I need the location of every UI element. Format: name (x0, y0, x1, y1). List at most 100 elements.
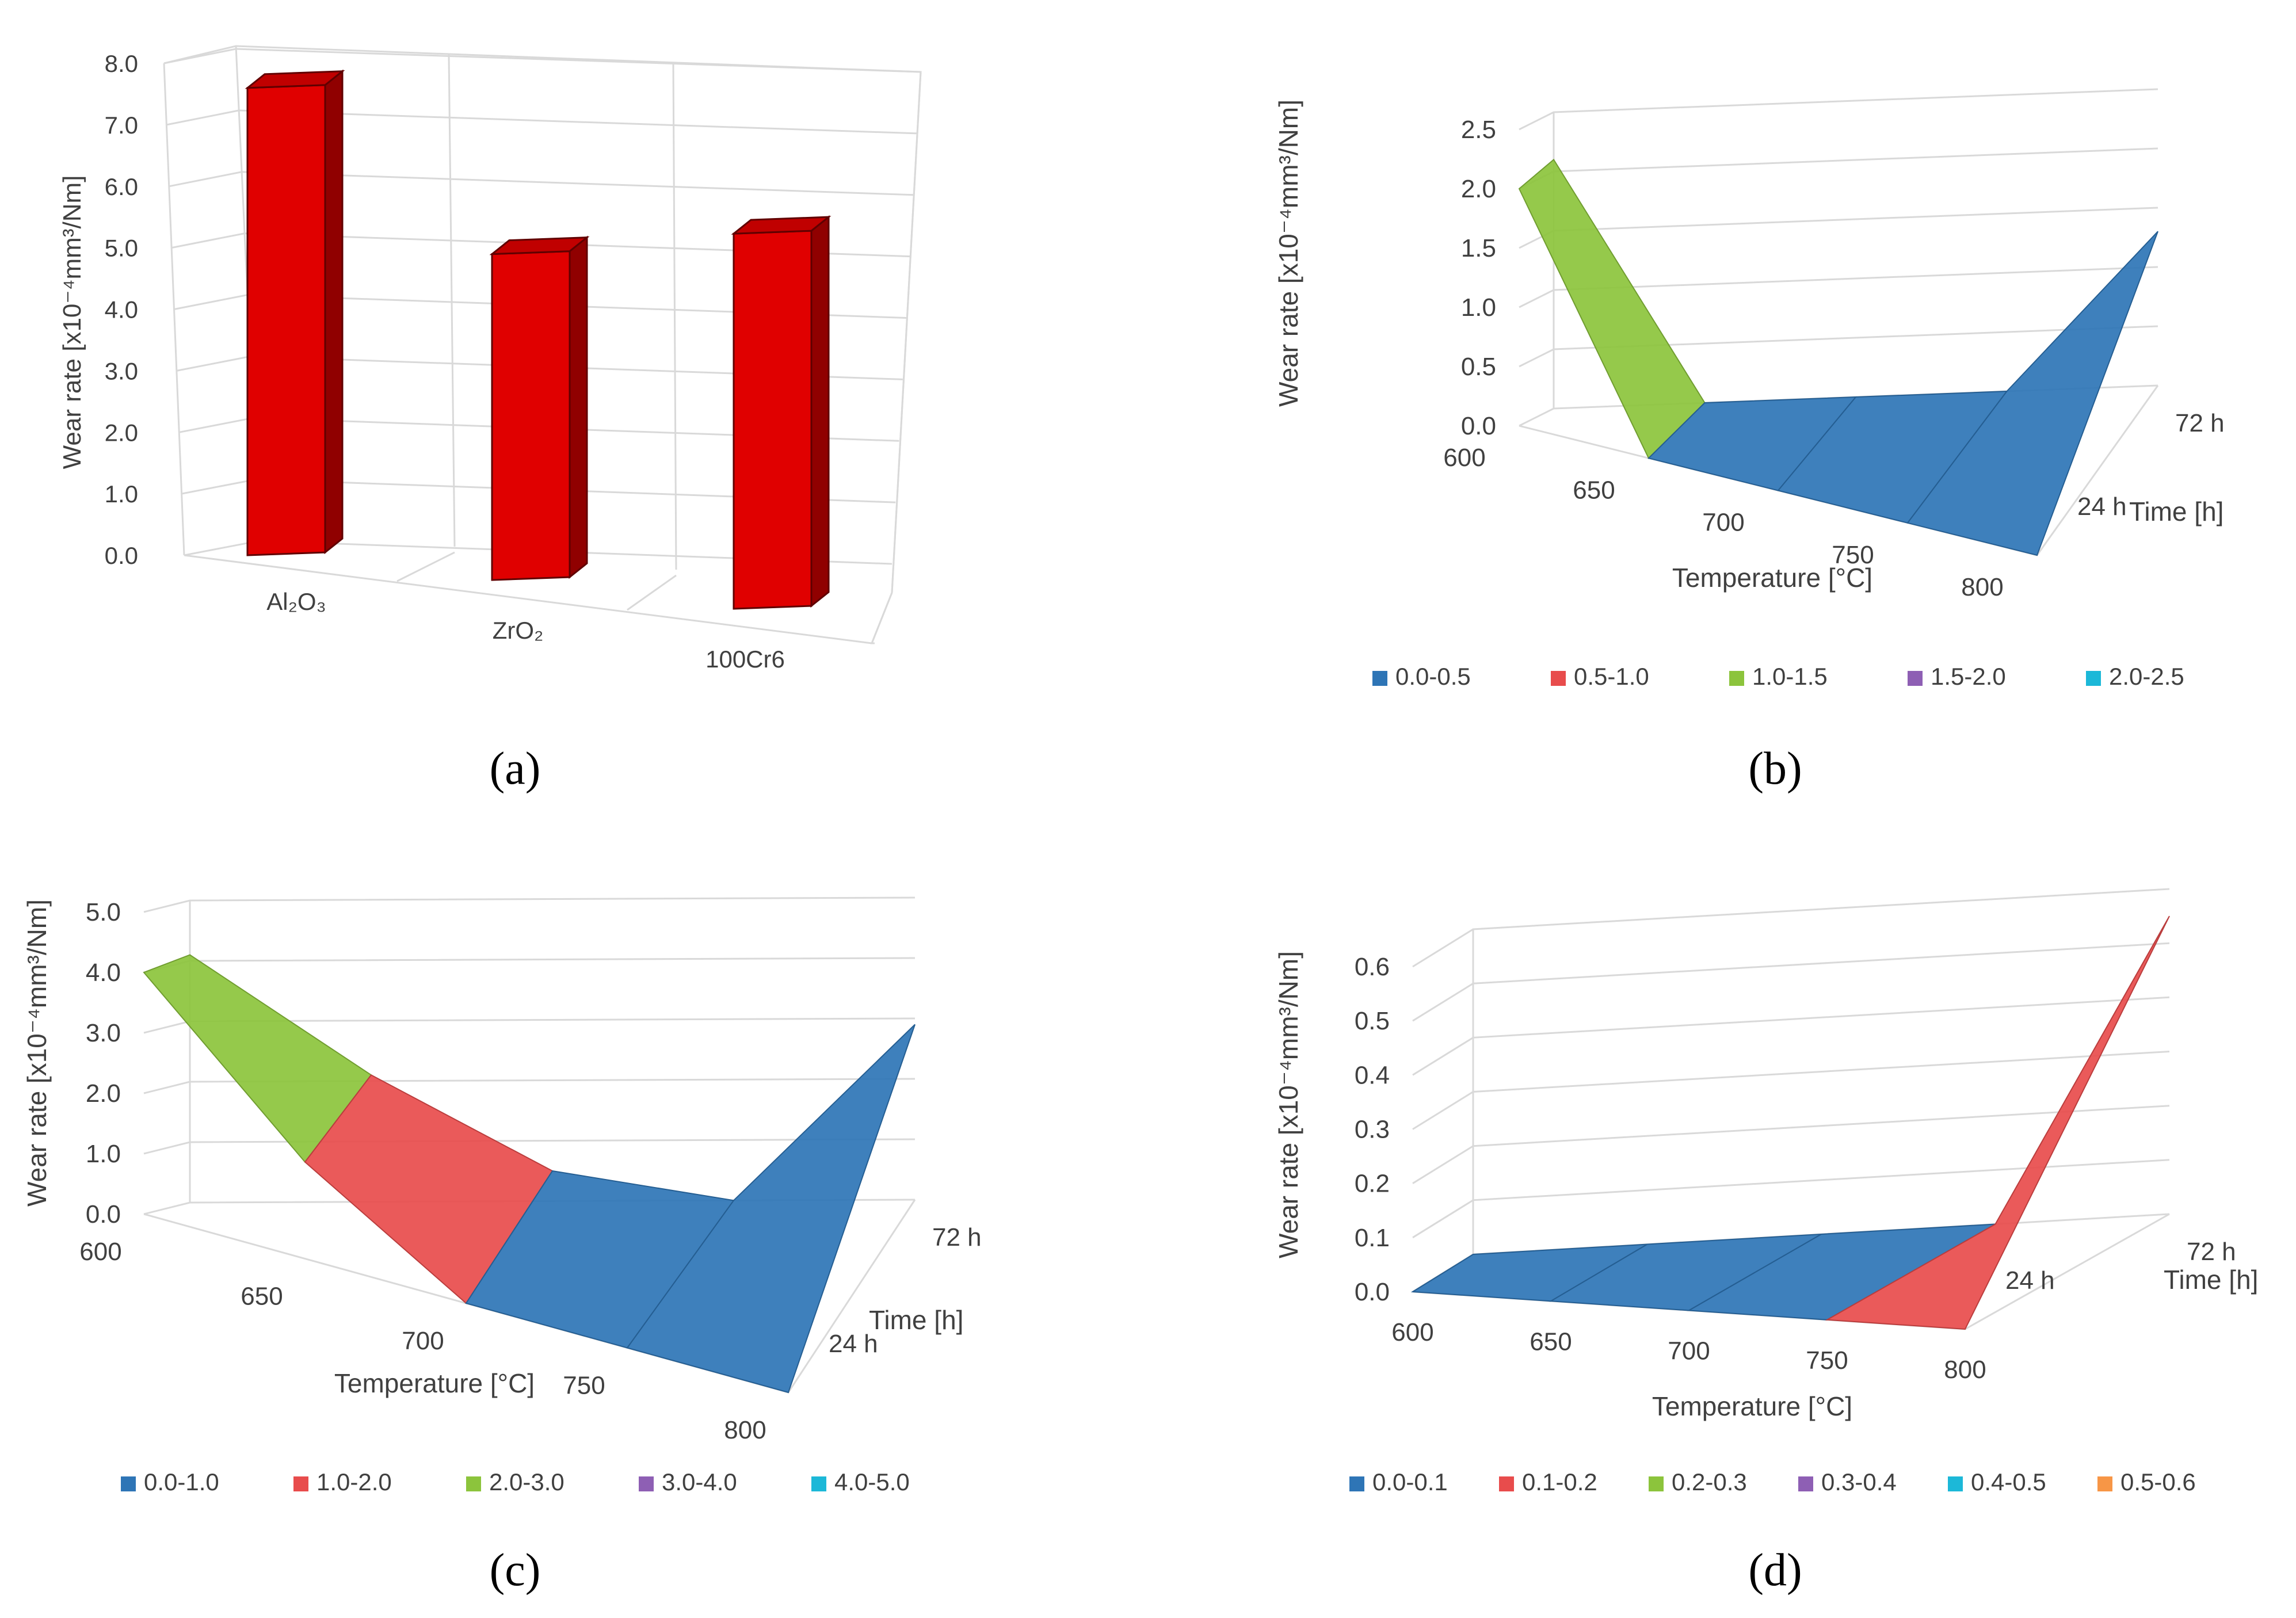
panel-b-y-axis-label: Wear rate [x10⁻⁴mm³/Nm] (1273, 100, 1303, 407)
panel-a-y-axis-label: Wear rate [x10⁻⁴mm³/Nm] (58, 175, 86, 470)
panel-b-legend: 0.0-0.5 0.5-1.0 1.0-1.5 1.5-2.0 2.0-2.5 (1372, 663, 2184, 690)
legend-swatch (1908, 671, 1923, 686)
panel-c-y-tick: 2.0 (86, 1079, 121, 1108)
legend-label: 0.5-0.6 (2120, 1468, 2196, 1495)
panel-a-y-ticks: 0.0 1.0 2.0 3.0 4.0 5.0 6.0 7.0 8.0 (105, 50, 138, 569)
panel-d-surface (1410, 915, 2170, 1330)
panel-b-y-tick: 1.5 (1461, 234, 1496, 262)
bar-side (324, 69, 344, 555)
bar-side (810, 215, 830, 608)
panel-d-z-tick: 72 h (2187, 1238, 2236, 1266)
legend-label: 0.1-0.2 (1522, 1468, 1597, 1495)
panel-d-y-tick: 0.2 (1355, 1170, 1390, 1198)
panel-c-y-axis-label: Wear rate [x10⁻⁴mm³/Nm] (22, 899, 52, 1207)
panel-c-legend: 0.0-1.0 1.0-2.0 2.0-3.0 3.0-4.0 4.0-5.0 (121, 1468, 910, 1495)
legend-label: 0.5-1.0 (1574, 663, 1649, 690)
panel-d-legend: 0.0-0.1 0.1-0.2 0.2-0.3 0.3-0.4 0.4-0.5 0.5-0… (1349, 1468, 2196, 1495)
panel-d-gridline (1412, 942, 2170, 1022)
legend-label: 1.0-2.0 (316, 1468, 392, 1495)
panel-a-y-tick: 1.0 (105, 480, 138, 507)
panel-a-y-tick: 8.0 (105, 50, 138, 77)
panel-b-x-tick: 700 (1702, 509, 1744, 537)
legend-label: 1.0-1.5 (1752, 663, 1828, 690)
panel-d-y-tick: 0.3 (1355, 1116, 1390, 1144)
panel-a-bars (245, 69, 832, 610)
panel-d-gridline (1412, 1159, 2170, 1239)
panel-a-axis-right (891, 71, 922, 593)
panel-b-y-tick: 0.0 (1461, 412, 1496, 440)
panel-c-x-tick: 800 (724, 1416, 766, 1444)
panel-a-floor-front (184, 554, 872, 644)
legend-label: 3.0-4.0 (662, 1468, 737, 1495)
legend-label: 2.0-2.5 (2109, 663, 2184, 690)
panel-b-z-tick: 24 h (2077, 493, 2127, 521)
legend-swatch (639, 1476, 654, 1491)
legend-swatch (811, 1476, 826, 1491)
legend-swatch (293, 1476, 308, 1491)
panel-c-x-tick: 750 (563, 1372, 605, 1400)
legend-swatch (1499, 1476, 1514, 1491)
legend-swatch (466, 1476, 481, 1491)
panel-b-z-axis-label: Time [h] (2129, 497, 2223, 526)
panel-c-surface (143, 954, 916, 1394)
bar-top (245, 70, 345, 89)
bar-front (491, 250, 571, 581)
panel-c: 0.0 1.0 2.0 3.0 4.0 5.0 600 650 700 750 800 24 h 72 … (22, 896, 982, 1596)
panel-a-category-label: 100Cr6 (705, 646, 785, 673)
panel-a-gridline (166, 109, 917, 135)
legend-label: 4.0-5.0 (834, 1468, 910, 1495)
panel-c-x-axis-label: Temperature [°C] (334, 1368, 535, 1398)
panel-c-z-tick: 72 h (932, 1223, 982, 1251)
panel-a-y-tick: 5.0 (105, 235, 138, 262)
panel-a-y-tick: 6.0 (105, 173, 138, 200)
panel-b-y-tick: 0.5 (1461, 353, 1496, 381)
panel-d-gridline (1412, 996, 2170, 1076)
panel-d-y-tick: 0.1 (1355, 1224, 1390, 1252)
panel-b-gridline (1519, 147, 2158, 190)
panel-d-caption: (d) (1748, 1545, 1802, 1596)
panel-b-y-tick: 2.0 (1461, 175, 1496, 203)
panel-d-x-tick: 800 (1944, 1356, 1986, 1384)
legend-label: 0.2-0.3 (1672, 1468, 1747, 1495)
legend-swatch (1349, 1476, 1364, 1491)
panel-a-category-labels: Al₂O₃ ZrO₂ 100Cr6 (266, 588, 785, 673)
panel-c-y-tick: 5.0 (86, 898, 121, 926)
panel-b-x-tick: 600 (1443, 444, 1485, 472)
panel-d-x-axis-label: Temperature [°C] (1652, 1391, 1852, 1421)
panel-a-gridline (171, 232, 910, 258)
panel-d-gridline (1412, 888, 2170, 968)
panel-d: 0.0 0.1 0.2 0.3 0.4 0.5 0.6 600 650 700 750 800 24 h… (1273, 888, 2258, 1596)
legend-swatch (1372, 671, 1387, 686)
panel-b-x-tick: 750 (1832, 541, 1874, 569)
panel-a-divider-1 (448, 54, 456, 547)
panel-d-z-axis-label: Time [h] (2164, 1265, 2258, 1295)
legend-swatch (2086, 671, 2101, 686)
panel-a-floor-div-2 (627, 574, 677, 611)
panel-d-z-tick: 24 h (2005, 1266, 2055, 1295)
legend-label: 0.0-1.0 (144, 1468, 219, 1495)
legend-label: 2.0-3.0 (489, 1468, 565, 1495)
panel-b-gridline (1519, 207, 2158, 249)
legend-label: 0.0-0.1 (1372, 1468, 1448, 1495)
bar-top (731, 216, 832, 235)
panel-c-x-tick: 600 (79, 1238, 121, 1266)
panel-b-surface (1518, 158, 2158, 556)
legend-label: 0.0-0.5 (1395, 663, 1471, 690)
panel-a-category-label: ZrO₂ (493, 617, 544, 644)
panel-b: 0.0 0.5 1.0 1.5 2.0 2.5 600 650 700 750 800 24 h 72 … (1273, 88, 2225, 794)
panel-d-y-tick: 0.6 (1355, 953, 1390, 981)
legend-swatch (2097, 1476, 2112, 1491)
panel-c-x-tick: 650 (241, 1283, 283, 1311)
surface-patch (1906, 231, 2158, 556)
panel-d-y-tick: 0.4 (1355, 1061, 1390, 1089)
legend-swatch (1649, 1476, 1664, 1491)
legend-label: 0.3-0.4 (1821, 1468, 1897, 1495)
surface-patch (626, 1024, 916, 1394)
panel-c-gridline (143, 957, 916, 974)
legend-label: 1.5-2.0 (1931, 663, 2006, 690)
panel-a-divider-2 (672, 63, 677, 570)
panel-c-gridline (143, 896, 916, 913)
panel-a-y-tick: 2.0 (105, 419, 138, 446)
panel-c-y-tick: 3.0 (86, 1019, 121, 1047)
legend-swatch (1948, 1476, 1963, 1491)
